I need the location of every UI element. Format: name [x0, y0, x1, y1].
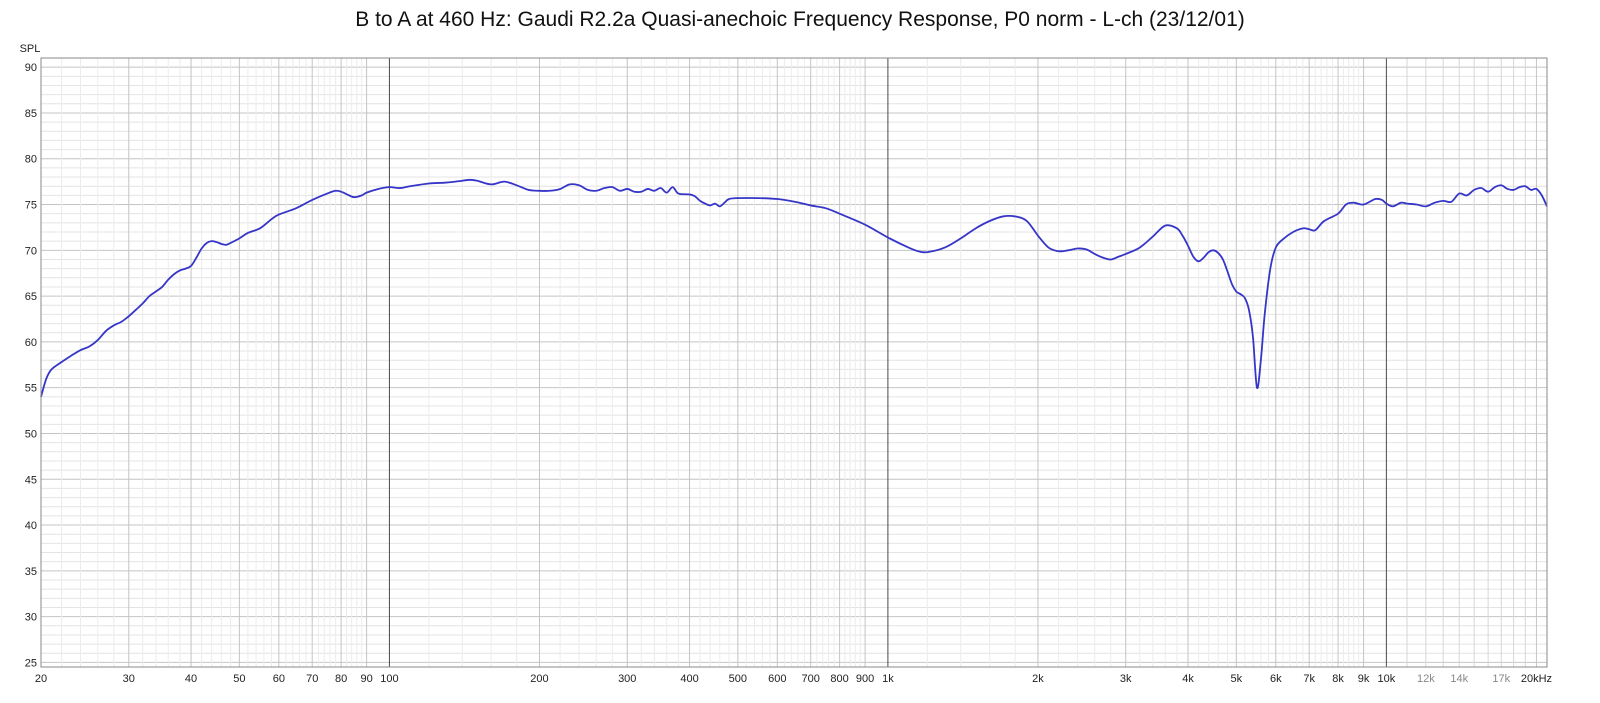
- y-tick-label: 65: [25, 291, 37, 303]
- y-tick-labels: 25 30 35 40 45 50 55 60 65 70 75 80 85 90: [25, 62, 37, 669]
- x-tick-label: 6k: [1270, 673, 1282, 685]
- x-tick-label: 5k: [1231, 673, 1243, 685]
- x-tick-label: 20kHz: [1521, 673, 1552, 685]
- x-tick-label: 70: [306, 673, 318, 685]
- y-tick-label: 45: [25, 474, 37, 486]
- x-tick-label: 12k: [1417, 673, 1435, 685]
- y-tick-label: 50: [25, 428, 37, 440]
- y-tick-label: 35: [25, 566, 37, 578]
- x-tick-label: 90: [360, 673, 372, 685]
- x-tick-label: 30: [123, 673, 135, 685]
- x-tick-label: 8k: [1332, 673, 1344, 685]
- y-tick-label: 55: [25, 383, 37, 395]
- x-tick-label: 200: [530, 673, 548, 685]
- response-curve: [40, 178, 1548, 398]
- x-tick-label: 17k: [1492, 673, 1510, 685]
- x-tick-label: 10k: [1378, 673, 1396, 685]
- x-tick-label: 400: [680, 673, 698, 685]
- x-tick-label: 500: [729, 673, 747, 685]
- x-tick-label: 60: [273, 673, 285, 685]
- y-tick-label: 40: [25, 520, 37, 532]
- x-tick-label: 7k: [1303, 673, 1315, 685]
- grid: [40, 57, 1547, 667]
- response-curves: [40, 178, 1548, 398]
- y-tick-label: 30: [25, 612, 37, 624]
- y-tick-label: 90: [25, 62, 37, 74]
- x-tick-label: 300: [618, 673, 636, 685]
- x-tick-label: 14k: [1450, 673, 1468, 685]
- chart-title: B to A at 460 Hz: Gaudi R2.2a Quasi-anec…: [355, 8, 1245, 31]
- x-tick-labels: 20 30 40 50 60 70 80 90 100 200 300 400 500 600 700 800…: [35, 673, 1552, 685]
- x-tick-label: 20: [35, 673, 47, 685]
- y-tick-label: 75: [25, 200, 37, 212]
- x-tick-label: 600: [768, 673, 786, 685]
- x-tick-label: 80: [335, 673, 347, 685]
- x-tick-label: 50: [233, 673, 245, 685]
- y-axis-label: SPL: [20, 43, 41, 55]
- x-tick-label: 100: [380, 673, 398, 685]
- x-tick-label: 900: [856, 673, 874, 685]
- x-tick-label: 3k: [1120, 673, 1132, 685]
- y-tick-label: 80: [25, 154, 37, 166]
- x-tick-label: 1k: [882, 673, 894, 685]
- x-tick-label: 40: [185, 673, 197, 685]
- x-tick-label: 800: [830, 673, 848, 685]
- plot-frame: [40, 57, 1548, 668]
- x-tick-label: 2k: [1032, 673, 1044, 685]
- y-tick-label: 85: [25, 108, 37, 120]
- x-tick-label: 9k: [1358, 673, 1370, 685]
- x-tick-label: 4k: [1182, 673, 1194, 685]
- y-tick-label: 60: [25, 337, 37, 349]
- y-tick-label: 25: [25, 657, 37, 669]
- x-tick-label: 700: [802, 673, 820, 685]
- y-tick-label: 70: [25, 245, 37, 257]
